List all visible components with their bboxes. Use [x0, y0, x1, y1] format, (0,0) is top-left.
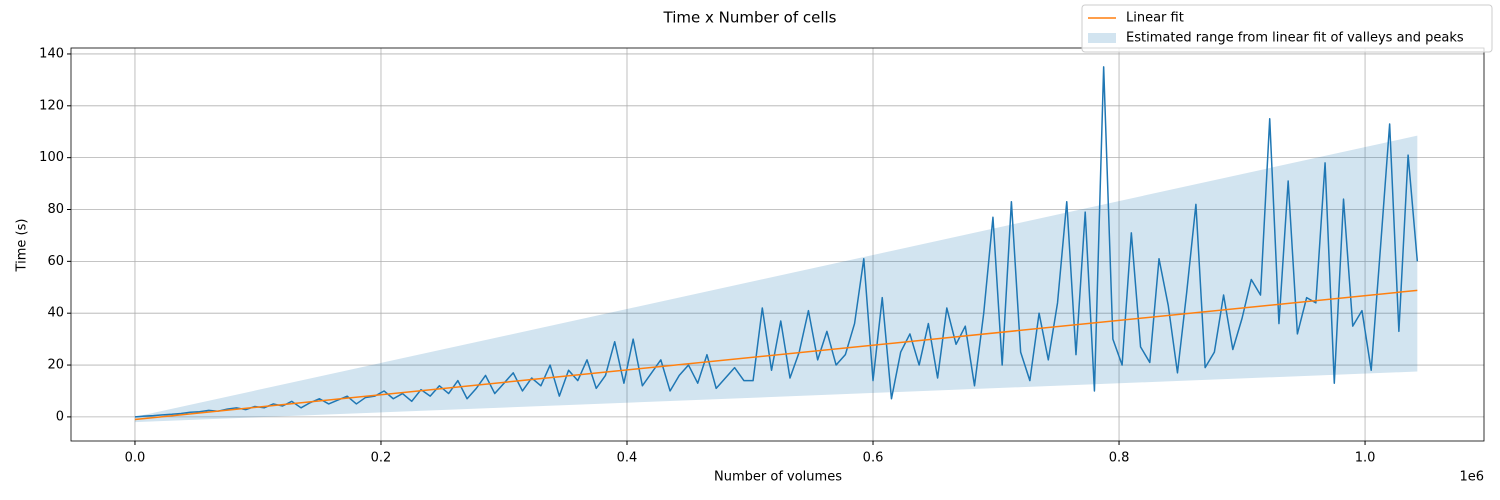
x-tick-label: 0.8 [1109, 451, 1130, 466]
x-tick-label: 1.0 [1355, 451, 1376, 466]
y-tick-label: 0 [56, 409, 64, 424]
y-axis-label: Time (s) [15, 219, 30, 273]
line [134, 289, 1418, 421]
y-tick-label: 40 [47, 306, 64, 321]
plot-frame [70, 47, 1485, 442]
y-tick-label: 100 [39, 150, 64, 165]
x-tick-label: 0.4 [617, 451, 638, 466]
x-offset-label: 1e6 [1459, 470, 1484, 485]
x-tick-label: 0.2 [371, 451, 392, 466]
legend-box [1081, 4, 1493, 53]
x-axis-label: Number of volumes [714, 470, 842, 485]
chart-title: Time x Number of cells [663, 9, 837, 27]
x-tick-label: 0.6 [863, 451, 884, 466]
legend-patch [1088, 33, 1116, 43]
y-tick-label: 140 [39, 46, 64, 61]
y-tick-label: 60 [47, 254, 64, 269]
legend-label: Linear fit [1126, 11, 1184, 26]
range-band [134, 135, 1418, 423]
y-tick-label: 120 [39, 98, 64, 113]
x-tick-label: 0.0 [125, 451, 146, 466]
y-tick-label: 20 [47, 358, 64, 373]
y-tick-label: 80 [47, 202, 64, 217]
legend-label: Estimated range from linear fit of valle… [1126, 31, 1464, 46]
